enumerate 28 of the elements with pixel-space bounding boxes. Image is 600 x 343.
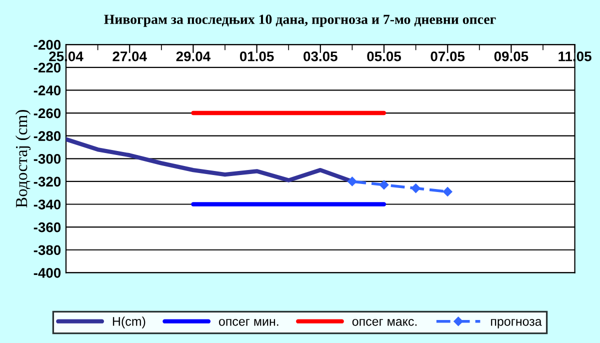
point xyxy=(348,176,357,186)
y-tick-label: -360 xyxy=(34,222,61,232)
y-axis-title: Водостај (cm) xyxy=(15,110,31,208)
y-tick-label: -260 xyxy=(34,108,61,118)
x-tick-label: 27.04 xyxy=(112,51,147,62)
point xyxy=(442,187,452,196)
x-tick-label: 01.05 xyxy=(240,51,274,62)
y-tick-label: -400 xyxy=(34,268,61,278)
x-tick-label: 05.05 xyxy=(367,51,401,62)
legend-label: прогноза xyxy=(491,319,542,328)
y-tick-label: -220 xyxy=(34,62,61,73)
point xyxy=(379,180,389,190)
y-tick-label: -240 xyxy=(34,86,61,96)
x-tick-label: 07.05 xyxy=(430,51,465,62)
y-tick-label: -380 xyxy=(34,245,61,256)
legend-label: опсег мин. xyxy=(218,319,278,326)
chart-title: Нивограм за последњих 10 дана, прогноза и 7-мо дневни опсег xyxy=(104,14,496,27)
x-tick-label: 03.05 xyxy=(304,51,338,62)
legend-label: опсег макс. xyxy=(352,319,417,326)
y-tick-label: -340 xyxy=(34,200,61,210)
x-tick-label: 09.05 xyxy=(494,51,528,62)
point xyxy=(411,184,420,193)
y-tick-label: -300 xyxy=(34,154,61,164)
y-tick-label: -280 xyxy=(34,131,61,141)
y-tick-label: -200 xyxy=(34,40,61,50)
y-tick-label: -320 xyxy=(34,176,61,187)
x-tick-label: 29.04 xyxy=(176,51,211,62)
legend-label: H(cm) xyxy=(112,316,146,328)
